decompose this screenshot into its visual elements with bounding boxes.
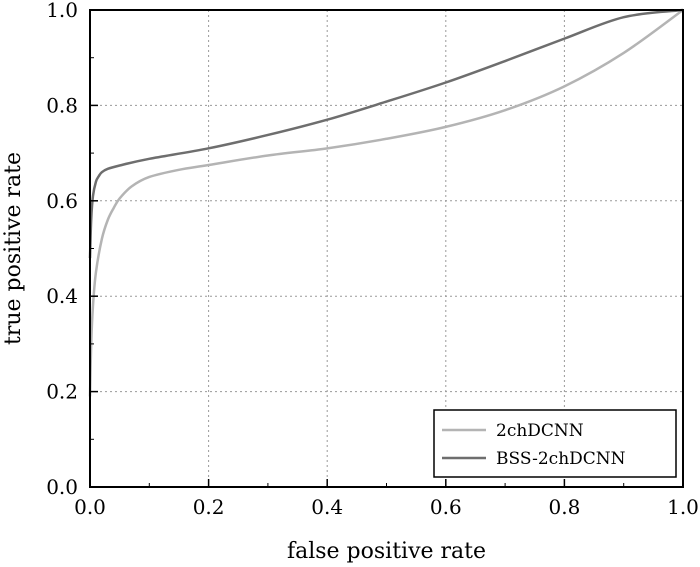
x-tick-label: 0.6 (430, 495, 462, 519)
legend-box (433, 409, 677, 478)
legend-label-bss-2chdcnn: BSS-2chDCNN (496, 449, 626, 469)
x-tick-label: 1.0 (667, 495, 699, 519)
x-axis-title: false positive rate (287, 539, 486, 564)
x-tick-label: 0.8 (548, 495, 580, 519)
legend-label-2chdcnn: 2chDCNN (496, 421, 584, 441)
y-tick-label: 0.4 (46, 284, 78, 308)
y-tick-label: 0.6 (46, 189, 78, 213)
y-axis-title: true positive rate (1, 152, 26, 345)
legend: 2chDCNN BSS-2chDCNN (433, 409, 677, 478)
x-tick-label: 0.4 (311, 495, 343, 519)
y-tick-label: 1.0 (46, 0, 78, 22)
grid (90, 10, 683, 487)
series-line-bss-2chdcnn (88, 8, 684, 259)
series-line-2chdcnn (88, 8, 684, 397)
x-tick-label: 0.0 (74, 495, 106, 519)
axis-ticks: 0.0 0.2 0.4 0.6 0.8 1.0 0.0 0.2 0.4 0.6 0.8 1.0 (46, 0, 699, 519)
x-tick-label: 0.2 (193, 495, 225, 519)
y-tick-label: 0.2 (46, 380, 78, 404)
series-lines (88, 8, 684, 397)
y-tick-label: 0.8 (46, 93, 78, 117)
y-tick-label: 0.0 (46, 475, 78, 499)
